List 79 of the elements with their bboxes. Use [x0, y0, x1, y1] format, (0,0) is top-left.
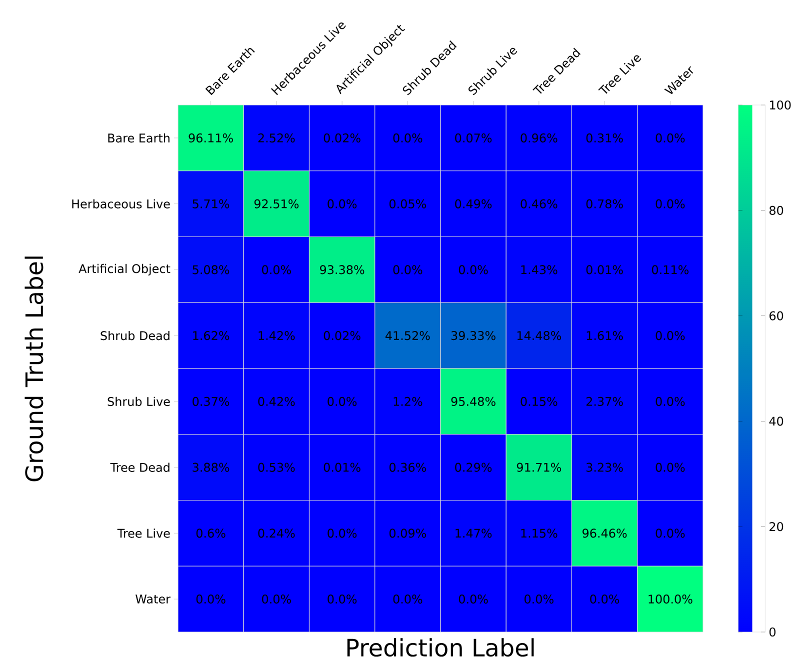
data-label: 0.11% [652, 265, 689, 274]
data-label: 1.43% [521, 265, 558, 274]
data-label: 0.02% [324, 331, 360, 340]
data-label: 0.96% [520, 133, 558, 142]
y-tick-label: Tree Dead [110, 462, 170, 472]
data-label: 92.51% [254, 199, 299, 208]
data-label: 0.15% [520, 396, 558, 406]
color-bar-label: 100 [770, 100, 791, 110]
data-label: 0.0% [656, 133, 685, 142]
color-bar-label: 20 [770, 522, 784, 532]
data-label: 0.09% [389, 528, 426, 538]
data-label: 0.0% [393, 594, 422, 604]
data-label: 0.0% [328, 594, 357, 604]
data-label: 0.01% [324, 462, 360, 472]
data-label: 0.0% [590, 594, 620, 604]
data-label: 5.71% [192, 199, 230, 208]
data-label: 0.0% [196, 594, 226, 604]
data-label: 2.37% [586, 396, 623, 406]
y-tick-label: Bare Earth [108, 133, 170, 143]
data-label: 0.07% [455, 133, 492, 142]
data-label: 14.48% [517, 331, 562, 340]
data-label: 1.15% [521, 528, 558, 538]
data-label: 0.46% [520, 199, 558, 208]
y-tick-label: Tree Live [117, 528, 170, 538]
data-label: 0.0% [262, 265, 291, 274]
y-axis-title: Ground Truth Label [24, 256, 44, 482]
y-tick-label: Water [136, 594, 170, 604]
data-label: 0.0% [458, 265, 488, 274]
data-label: 0.0% [458, 594, 488, 604]
data-label: 96.46% [582, 528, 627, 538]
data-label: 0.0% [262, 594, 291, 604]
data-label: 0.42% [258, 396, 295, 406]
data-label: 0.24% [258, 528, 295, 538]
data-label: 0.0% [524, 594, 554, 604]
color-bar-label: 80 [770, 206, 784, 215]
color-bar-label: 40 [769, 416, 784, 426]
data-label: 1.2% [394, 396, 422, 406]
data-label: 0.36% [389, 462, 426, 472]
data-label: 41.52% [385, 331, 430, 340]
data-label: 0.05% [389, 199, 426, 208]
x-tick-label: Tree Live [598, 55, 642, 94]
data-label: 0.0% [656, 528, 685, 538]
y-tick-label: Shrub Live [108, 396, 170, 406]
data-label: 2.52% [258, 133, 295, 142]
data-label: 3.23% [586, 462, 623, 472]
data-label: 95.48% [451, 396, 496, 406]
data-label: 0.78% [586, 199, 623, 208]
data-label: 0.29% [455, 462, 492, 472]
data-label: 39.33% [451, 331, 496, 340]
x-axis-title: Prediction Label [347, 638, 534, 657]
data-label: 91.71% [516, 462, 562, 472]
data-label: 0.02% [324, 133, 360, 142]
data-label: 100.0% [648, 594, 692, 604]
data-label: 0.49% [455, 199, 492, 208]
data-label: 1.47% [456, 528, 492, 538]
data-label: 93.38% [320, 265, 364, 274]
data-label: 0.0% [328, 396, 357, 406]
data-label: 0.31% [586, 133, 623, 142]
data-label: 0.0% [393, 265, 422, 274]
data-label: 0.0% [328, 528, 357, 538]
data-label: 0.0% [656, 331, 685, 340]
data-label: 0.01% [586, 265, 623, 274]
y-tick-label: Shrub Dead [100, 330, 170, 340]
data-label: 0.0% [656, 396, 685, 406]
data-label: 1.62% [193, 331, 230, 340]
data-label: 1.61% [586, 331, 623, 340]
data-label: 1.42% [258, 331, 295, 340]
color-bar-label: 0 [769, 627, 776, 637]
data-label: 96.11% [188, 133, 233, 142]
data-label: 0.53% [258, 462, 295, 472]
y-tick-label: Artificial Object [78, 264, 170, 276]
y-tick-label: Herbaceous Live [72, 199, 170, 208]
data-label: 0.0% [656, 462, 685, 472]
color-bar-label: 60 [770, 311, 784, 320]
data-label: 0.37% [192, 396, 230, 406]
data-label: 0.0% [393, 133, 422, 142]
data-label: 0.0% [656, 199, 685, 208]
data-label: 0.0% [328, 199, 357, 208]
data-label: 3.88% [192, 462, 230, 472]
